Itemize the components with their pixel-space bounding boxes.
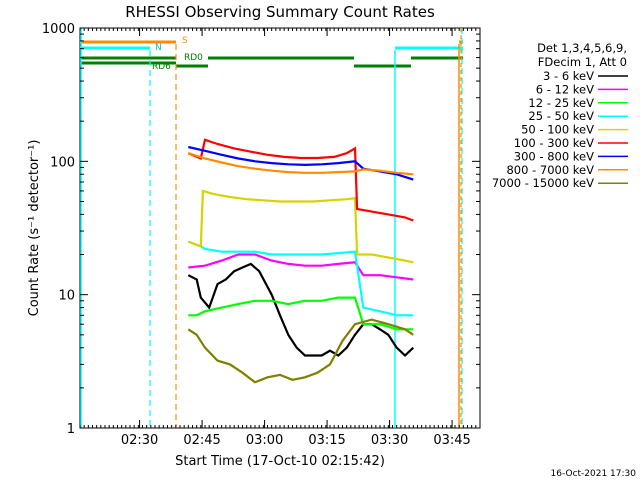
- timestamp: 16-Oct-2021 17:30: [551, 469, 637, 479]
- legend-label-3: 25 - 50 keV: [528, 109, 594, 123]
- y-axis-label: Count Rate (s⁻¹ detector⁻¹): [27, 140, 42, 317]
- legend-label-4: 50 - 100 keV: [521, 123, 594, 137]
- y-tick-label: 1: [67, 422, 75, 437]
- series-line-7: [187, 152, 414, 176]
- y-tick-label: 10: [58, 289, 75, 304]
- flag-label-s: S: [182, 36, 188, 46]
- x-tick-label: 03:30: [371, 433, 408, 448]
- legend-label-1: 6 - 12 keV: [536, 82, 594, 96]
- x-tick-label: 03:00: [246, 433, 283, 448]
- x-tick-label: 02:30: [121, 433, 158, 448]
- y-axis: 1 10 100 1000: [42, 22, 480, 437]
- series-line-8: [187, 318, 414, 384]
- series-line-0: [187, 262, 415, 358]
- series-line-2: [188, 296, 414, 331]
- x-axis: 02:30 02:45 03:00 03:15 03:30 03:45: [79, 28, 481, 448]
- overlay-lines: [80, 28, 463, 428]
- legend-label-6: 300 - 800 keV: [514, 149, 594, 163]
- legend-label-0: 3 - 6 keV: [543, 69, 594, 83]
- plot-frame: [79, 27, 481, 429]
- series-layer: [187, 138, 415, 384]
- series-line-1: [188, 253, 414, 281]
- legend-label-7: 800 - 7000 keV: [506, 163, 594, 177]
- flag-label-rd0: RD0: [184, 53, 203, 63]
- legend-label-8: 7000 - 15000 keV: [492, 176, 594, 190]
- x-axis-label: Start Time (17-Oct-10 02:15:42): [175, 454, 385, 469]
- series-line-5: [187, 138, 414, 222]
- chart-title: RHESSI Observing Summary Count Rates: [125, 3, 435, 21]
- series-line-3: [187, 240, 414, 317]
- x-tick-label: 02:45: [183, 433, 220, 448]
- x-tick-label: 03:15: [308, 433, 345, 448]
- legend: Det 1,3,4,5,6,9, FDecim 1, Att 0 3 - 6 k…: [492, 41, 628, 190]
- y-tick-label: 1000: [42, 22, 75, 37]
- legend-header-2: FDecim 1, Att 0: [538, 55, 627, 69]
- legend-header-1: Det 1,3,4,5,6,9,: [537, 41, 627, 55]
- x-tick-label: 03:45: [433, 433, 470, 448]
- legend-label-5: 100 - 300 keV: [514, 136, 594, 150]
- y-tick-label: 100: [50, 155, 75, 170]
- series-line-4: [187, 189, 414, 264]
- flag-label-n: N: [155, 43, 162, 53]
- flag-label-rd6: RD6: [152, 62, 171, 72]
- legend-label-2: 12 - 25 keV: [528, 96, 594, 110]
